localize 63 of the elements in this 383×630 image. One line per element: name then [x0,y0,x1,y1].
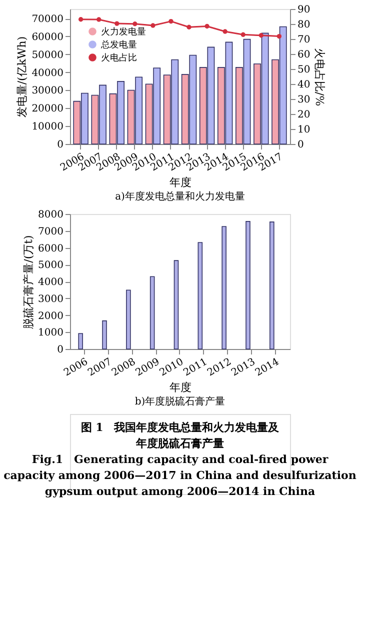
y2-axis-title: 火电占比/% [313,48,326,106]
text: 年度脱硫石膏产量 [135,437,224,450]
y2-tick-label: 50 [298,64,310,76]
caption: 图 1 我国年度发电总量和火力发电量及 [80,421,280,434]
y2-tick-label: 0 [298,140,304,150]
bar [78,333,83,350]
y-tick-label: 60000 [32,32,64,43]
point [258,33,264,38]
text: b)年度脱硫石膏产量 [134,395,226,408]
bar [102,320,107,350]
y-tick-label: 5000 [38,260,64,272]
legend-label: 火电占比 [101,52,137,64]
point [150,23,156,28]
y-tick-label: 0 [57,140,64,150]
y-axis-title: 脱硫石膏产量/(万t) [22,235,36,329]
y-tick-label: 3000 [38,294,64,305]
y-tick-label: 8000 [38,210,64,220]
y2-tick-label: 60 [298,50,310,60]
caption: Fig.1 Generating capacity and coal-fired power [32,453,328,466]
y2-tick-label: 70 [298,34,310,46]
point [114,21,120,26]
text: a)年度发电总量和火力发电量 [115,190,245,202]
point [204,24,210,29]
y-tick-label: 70000 [32,14,64,25]
legend-label: 总发电量 [100,40,137,50]
text: capacity among 2006—2017 in China and desulfurization [4,469,356,482]
y-tick-label: 1000 [38,328,64,339]
y-tick-label: 20000 [32,104,64,115]
y-tick-label: 0 [57,344,64,356]
y2-tick-label: 40 [298,80,310,90]
y-tick-label: 50000 [32,50,64,61]
x-axis-title: 年度 [170,380,192,394]
x-axis-title: 年度 [170,176,192,189]
y-axis-title: 发电量/(亿kWh) [16,36,29,118]
y-tick-label: 6000 [38,243,64,254]
point [96,17,102,22]
point [168,18,174,24]
y2-tick-label: 30 [298,94,310,106]
y-tick-label: 7000 [38,226,64,238]
legend-label: 火力发电量 [101,26,146,38]
y-tick-label: 30000 [32,86,64,97]
point [276,34,282,39]
point [78,17,84,22]
bar [198,242,203,350]
bar [246,221,250,350]
y-tick-label: 2000 [38,310,64,322]
text: gypsum output among 2006—2014 in China [44,485,316,498]
y-tick-label: 10000 [32,122,64,133]
y2-tick-label: 10 [298,124,310,136]
bar [150,276,155,350]
y2-tick-label: 80 [298,20,310,30]
bar [222,226,226,350]
y-tick-label: 40000 [32,68,64,79]
bar [270,222,274,350]
point [222,29,228,34]
point [132,22,138,26]
bar [174,260,179,350]
point [240,32,246,37]
bar [126,290,131,350]
y2-tick-label: 20 [298,110,310,120]
y-tick-label: 4000 [38,277,64,288]
y2-tick-label: 90 [298,4,310,16]
point [186,24,192,30]
